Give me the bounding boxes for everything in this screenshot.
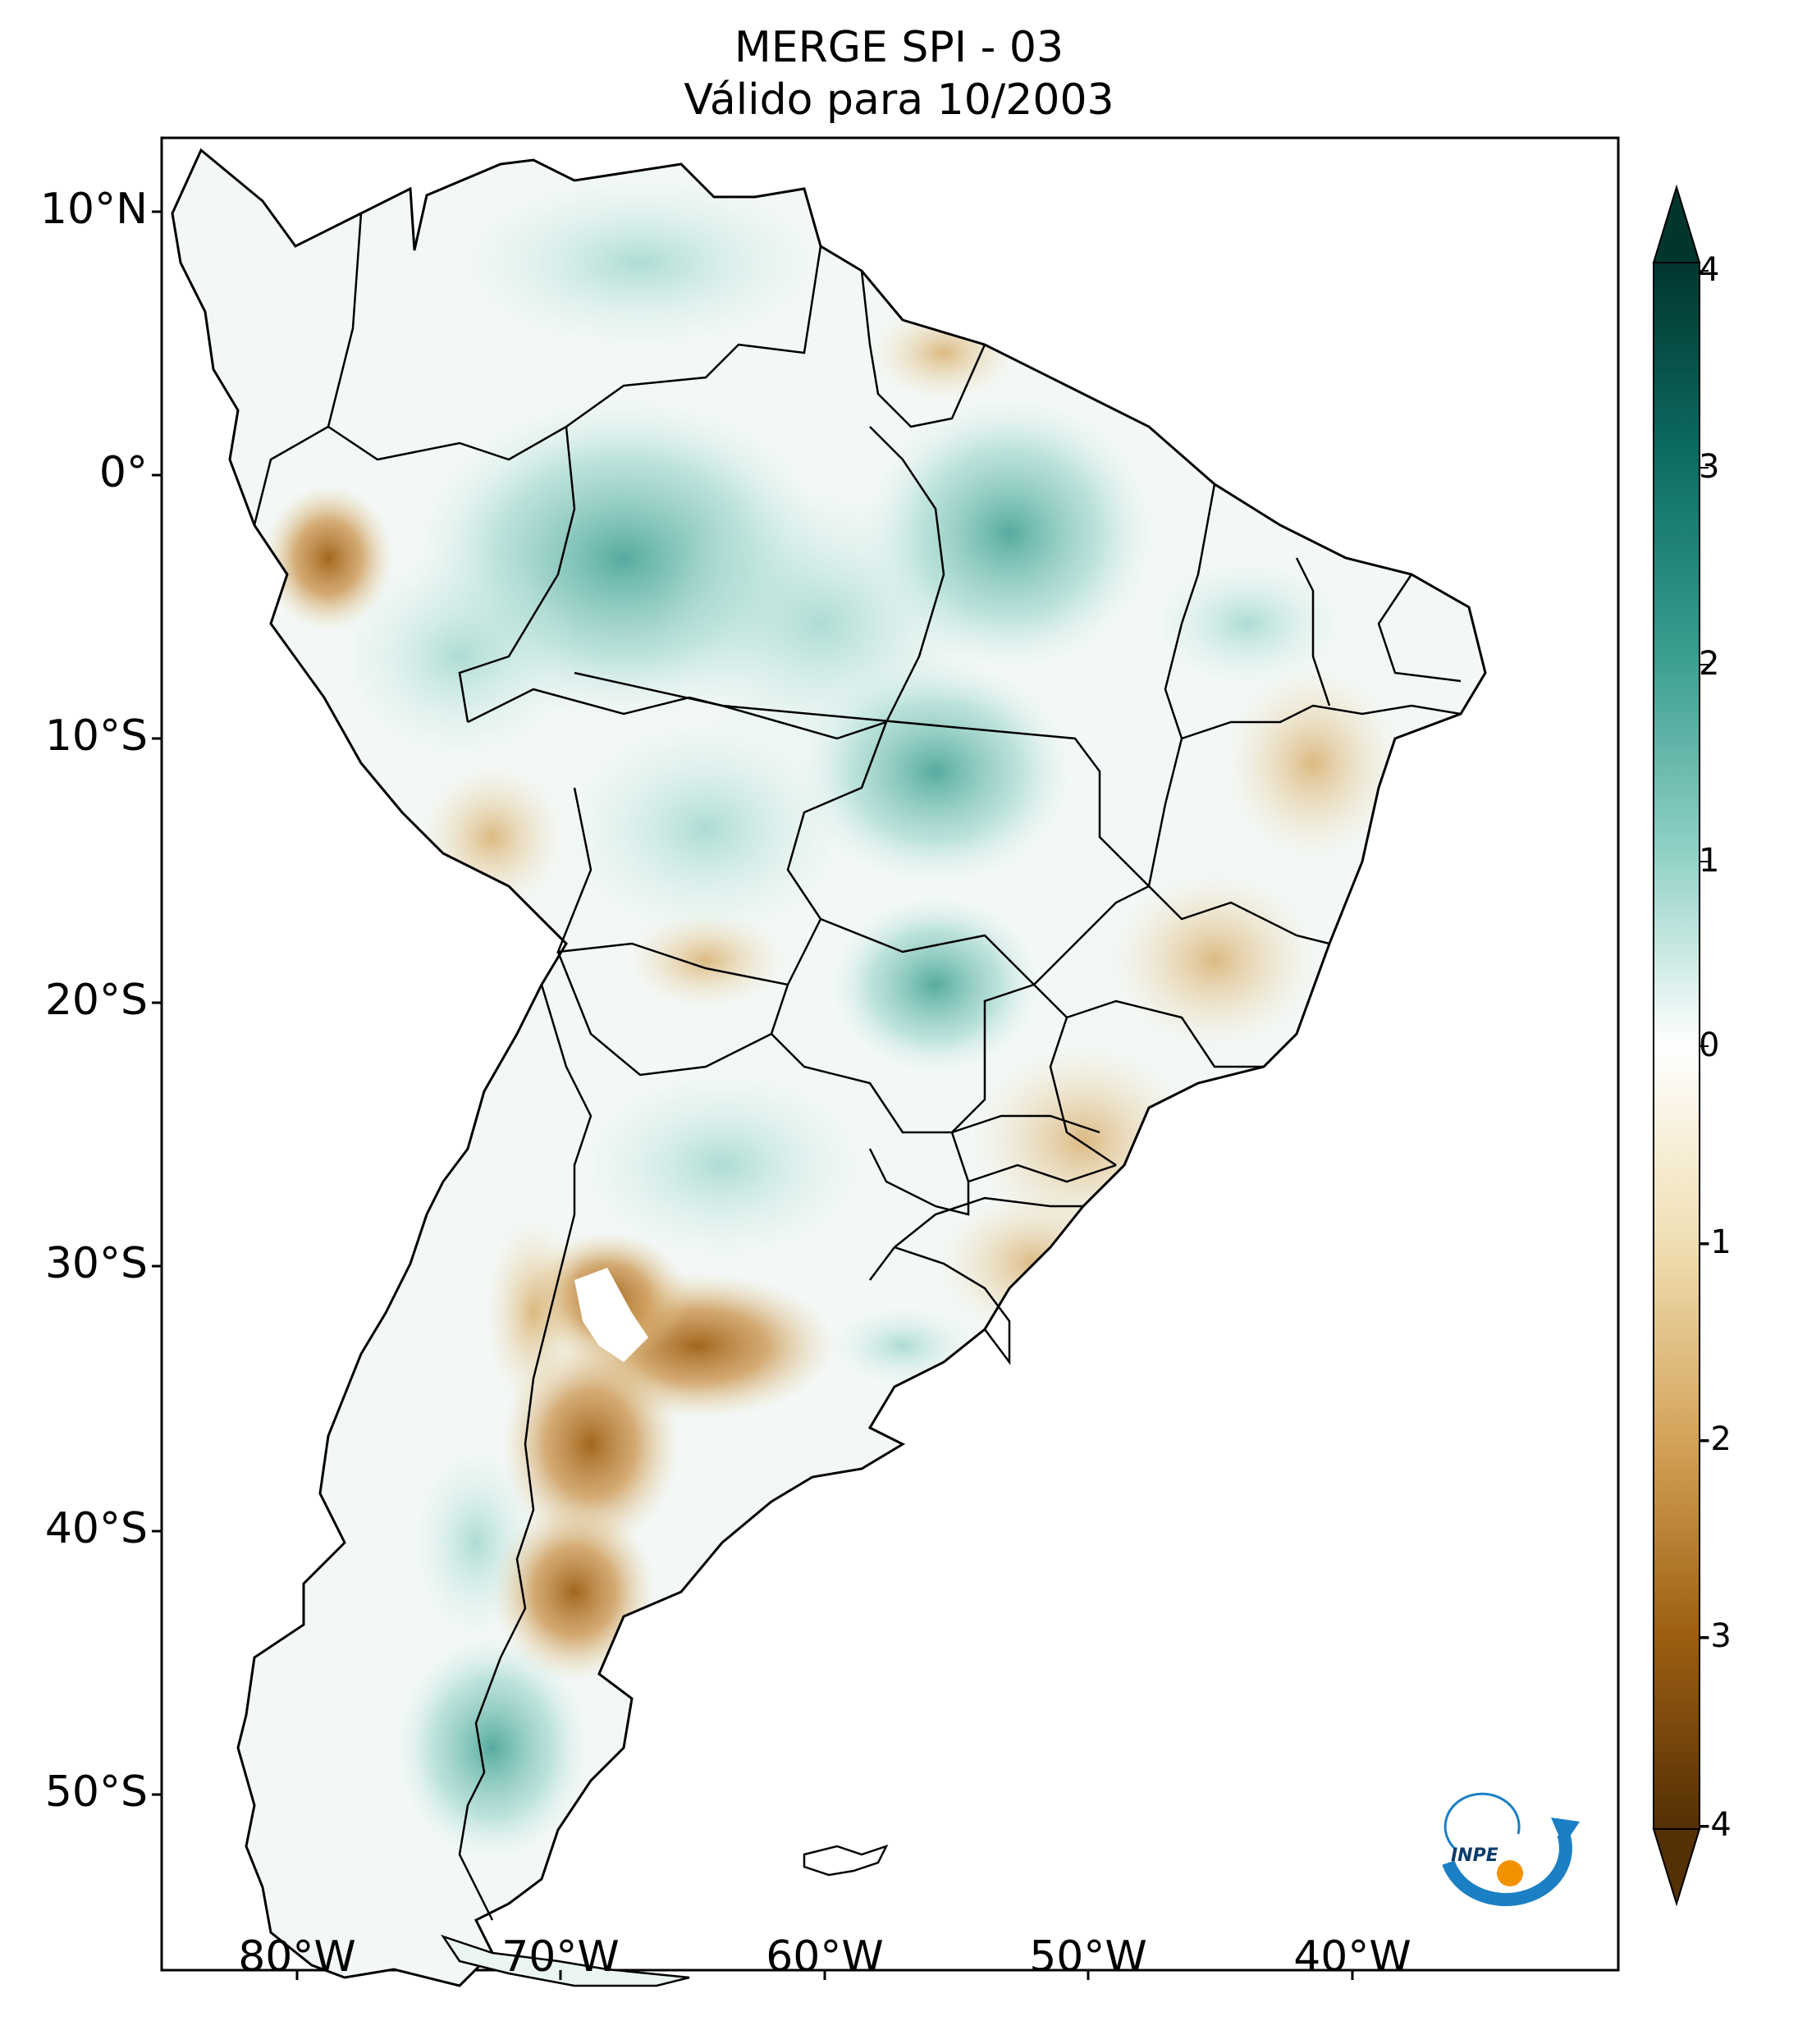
lat-label-30s: 30°S bbox=[44, 1239, 148, 1288]
lat-label-10n: 10°N bbox=[39, 185, 148, 234]
colorbar bbox=[1652, 184, 1709, 1907]
country-borders bbox=[253, 213, 1462, 1921]
map-title: MERGE SPI - 03 bbox=[734, 23, 1064, 72]
inpe-logo-text: INPE bbox=[1451, 1845, 1498, 1866]
lon-label-50w: 50°W bbox=[1029, 1932, 1147, 1982]
lat-label-10s: 10°S bbox=[44, 711, 148, 761]
falkland-islands bbox=[803, 1844, 889, 1877]
lon-label-80w: 80°W bbox=[238, 1932, 356, 1982]
lat-label-50s: 50°S bbox=[44, 1767, 148, 1817]
spi-field bbox=[171, 148, 1487, 1987]
axis-ticks bbox=[152, 210, 1354, 1980]
lon-label-40w: 40°W bbox=[1293, 1932, 1411, 1982]
colorbar-tick-label: -1 bbox=[1699, 1223, 1732, 1261]
colorbar-tick-label: 4 bbox=[1699, 251, 1720, 289]
lat-label-20s: 20°S bbox=[44, 976, 148, 1025]
colorbar-tick-label: 3 bbox=[1699, 448, 1720, 486]
lat-label-40s: 40°S bbox=[44, 1504, 148, 1553]
colorbar-tick-label: 2 bbox=[1699, 645, 1720, 683]
colorbar-tick-label: -3 bbox=[1699, 1617, 1732, 1655]
colorbar-tick-label: -4 bbox=[1699, 1806, 1732, 1844]
map-subtitle: Válido para 10/2003 bbox=[684, 75, 1114, 125]
lon-label-70w: 70°W bbox=[501, 1932, 620, 1982]
colorbar-tick-label: 1 bbox=[1699, 842, 1720, 880]
colorbar-tick-label: 0 bbox=[1699, 1027, 1720, 1064]
lon-label-60w: 60°W bbox=[766, 1932, 884, 1982]
colorbar-tick-label: -2 bbox=[1699, 1420, 1732, 1458]
coastline bbox=[171, 148, 1487, 1987]
lat-label-0: 0° bbox=[98, 448, 148, 497]
inpe-logo: INPE bbox=[1442, 1792, 1580, 1906]
tierra-del-fuego bbox=[440, 1934, 690, 1987]
